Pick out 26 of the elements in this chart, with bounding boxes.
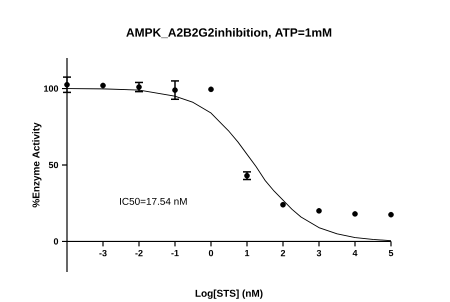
annotation: IC50=17.54 nM (120, 198, 187, 205)
y-tick-label: 0 (54, 238, 58, 245)
x-tick-label: 4 (352, 250, 358, 256)
point (280, 202, 286, 208)
chart-title: AMPK_A2B2G2inhibition, ATP=1mM (126, 28, 332, 38)
y-tick-label: 100 (44, 85, 58, 92)
y-tick-label: 50 (48, 162, 58, 168)
point (352, 211, 358, 217)
point (100, 82, 106, 88)
point (316, 208, 322, 214)
point (244, 172, 250, 178)
x-tick-label: 0 (208, 250, 214, 256)
x-tick-label: -2 (135, 250, 143, 256)
point (172, 87, 178, 93)
x-tick-label: 1 (245, 250, 250, 256)
point (64, 82, 70, 88)
x-tick-label: -1 (171, 250, 179, 256)
point (208, 86, 214, 92)
x-tick-label: 2 (280, 250, 286, 256)
x-axis-title: Log[STS] (nM) (196, 290, 263, 299)
x-tick-label: 3 (316, 250, 322, 256)
point (388, 212, 394, 218)
x-tick-label: -3 (99, 250, 107, 256)
y-axis-title: %Enzyme Activity (32, 122, 42, 208)
point (136, 84, 142, 90)
x-tick-label: 5 (388, 250, 394, 256)
